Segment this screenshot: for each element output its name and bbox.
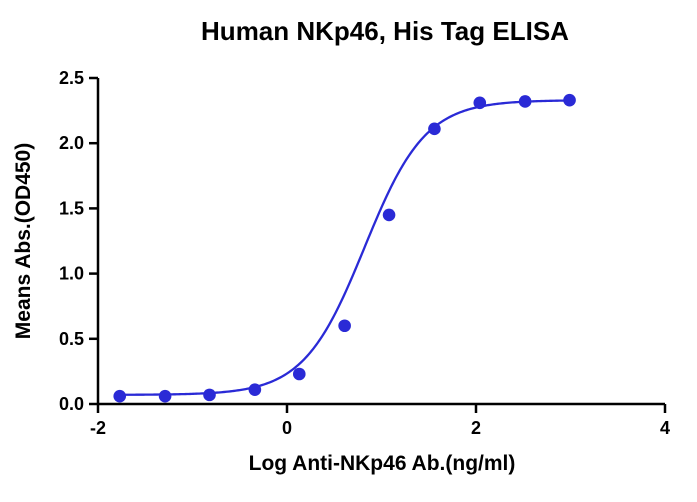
chart-title: Human NKp46, His Tag ELISA bbox=[201, 16, 569, 46]
y-tick-label: 0.0 bbox=[59, 394, 84, 414]
y-tick-label: 2.0 bbox=[59, 133, 84, 153]
x-tick-label: 2 bbox=[471, 418, 481, 438]
data-point bbox=[158, 389, 172, 403]
y-tick-label: 2.5 bbox=[59, 68, 84, 88]
data-points bbox=[113, 93, 576, 403]
y-axis-label: Means Abs.(OD450) bbox=[12, 143, 35, 339]
y-ticks: 0.0 0.5 1.0 1.5 2.0 2.5 bbox=[59, 68, 98, 414]
data-point bbox=[292, 367, 306, 381]
x-axis-label: Log Anti-NKp46 Ab.(ng/ml) bbox=[249, 452, 516, 475]
data-point bbox=[338, 319, 351, 333]
y-tick-label: 1.5 bbox=[59, 198, 84, 218]
x-tick-label: 0 bbox=[282, 418, 292, 438]
data-point bbox=[248, 383, 262, 396]
data-point bbox=[563, 93, 576, 107]
y-tick-label: 1.0 bbox=[59, 264, 84, 284]
data-point bbox=[382, 208, 396, 222]
data-point bbox=[113, 389, 127, 403]
axes bbox=[96, 78, 665, 406]
y-tick-label: 0.5 bbox=[59, 329, 84, 349]
x-ticks: -2 0 2 4 bbox=[90, 404, 670, 438]
data-point bbox=[203, 388, 216, 402]
data-point bbox=[428, 122, 441, 136]
data-point bbox=[518, 95, 532, 108]
x-tick-label: 4 bbox=[660, 418, 670, 438]
fit-curve bbox=[119, 99, 570, 396]
data-point bbox=[473, 96, 487, 110]
x-tick-label: -2 bbox=[90, 418, 106, 438]
